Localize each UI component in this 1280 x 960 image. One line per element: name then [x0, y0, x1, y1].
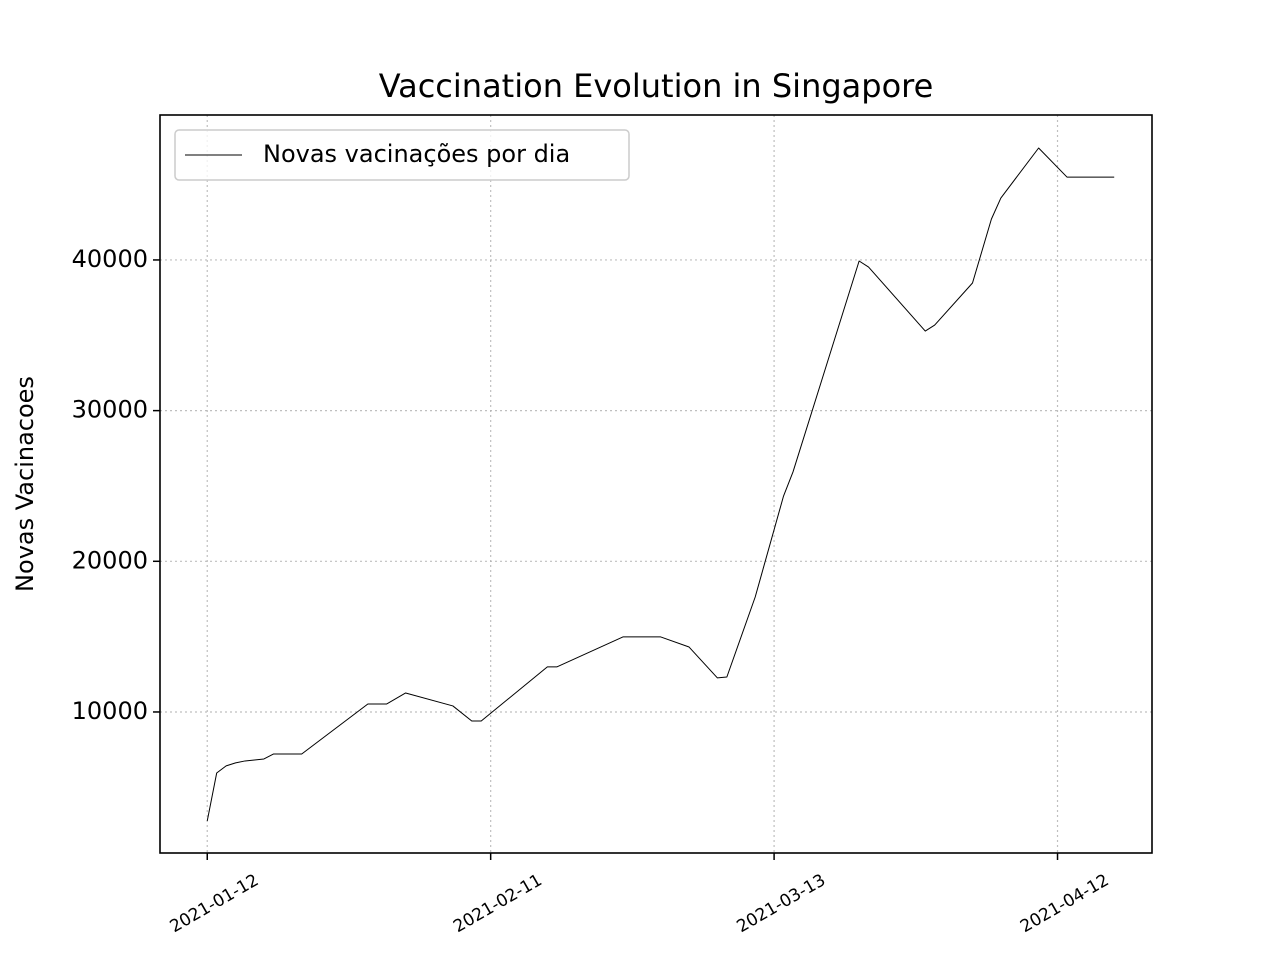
legend-box [174, 129, 630, 181]
legend-label: Novas vacinações por dia [263, 140, 570, 168]
legend: Novas vacinações por dia [174, 129, 630, 181]
x-tick-label: 2021-02-11 [450, 870, 546, 937]
chart-title: Vaccination Evolution in Singapore [379, 67, 934, 105]
x-tick-label: 2021-01-12 [167, 870, 263, 937]
x-tick-label: 2021-04-12 [1017, 870, 1113, 937]
y-tick-label: 30000 [72, 396, 148, 424]
data-line [206, 147, 1115, 822]
y-tick-label: 40000 [72, 245, 148, 273]
y-tick-label: 10000 [72, 697, 148, 725]
plot-frame [159, 114, 1153, 854]
x-tick-label: 2021-03-13 [734, 870, 830, 937]
y-axis-label: Novas Vacinacoes [11, 376, 39, 592]
y-tick-label: 20000 [72, 546, 148, 574]
